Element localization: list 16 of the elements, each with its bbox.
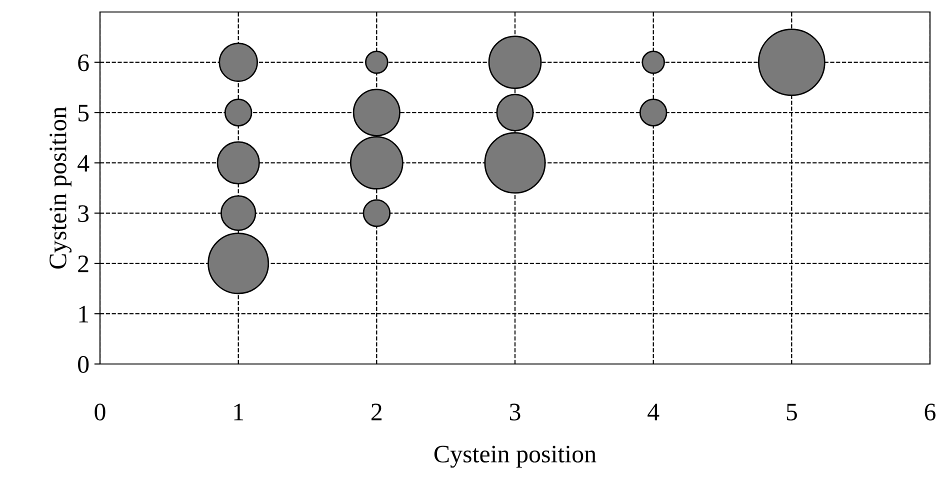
x-axis-title: Cystein position <box>434 446 596 468</box>
x-tick-label: 5 <box>786 404 797 420</box>
y-tick-label: 5 <box>78 104 89 122</box>
y-tick-label: 0 <box>78 356 89 373</box>
y-tick-label: 2 <box>78 256 88 272</box>
x-tick-label: 2 <box>372 404 382 420</box>
x-tick-label: 4 <box>648 404 660 420</box>
y-tick-label: 3 <box>78 205 89 222</box>
y-tick-label: 1 <box>79 306 88 322</box>
y-tick-label: 6 <box>78 54 89 72</box>
y-axis-title: Cystein position <box>50 106 72 269</box>
y-tick-label: 4 <box>78 155 90 172</box>
x-tick-label: 6 <box>924 404 936 420</box>
x-tick-label: 1 <box>234 404 244 420</box>
x-tick-label: 0 <box>94 404 106 420</box>
x-tick-label: 3 <box>510 404 520 420</box>
